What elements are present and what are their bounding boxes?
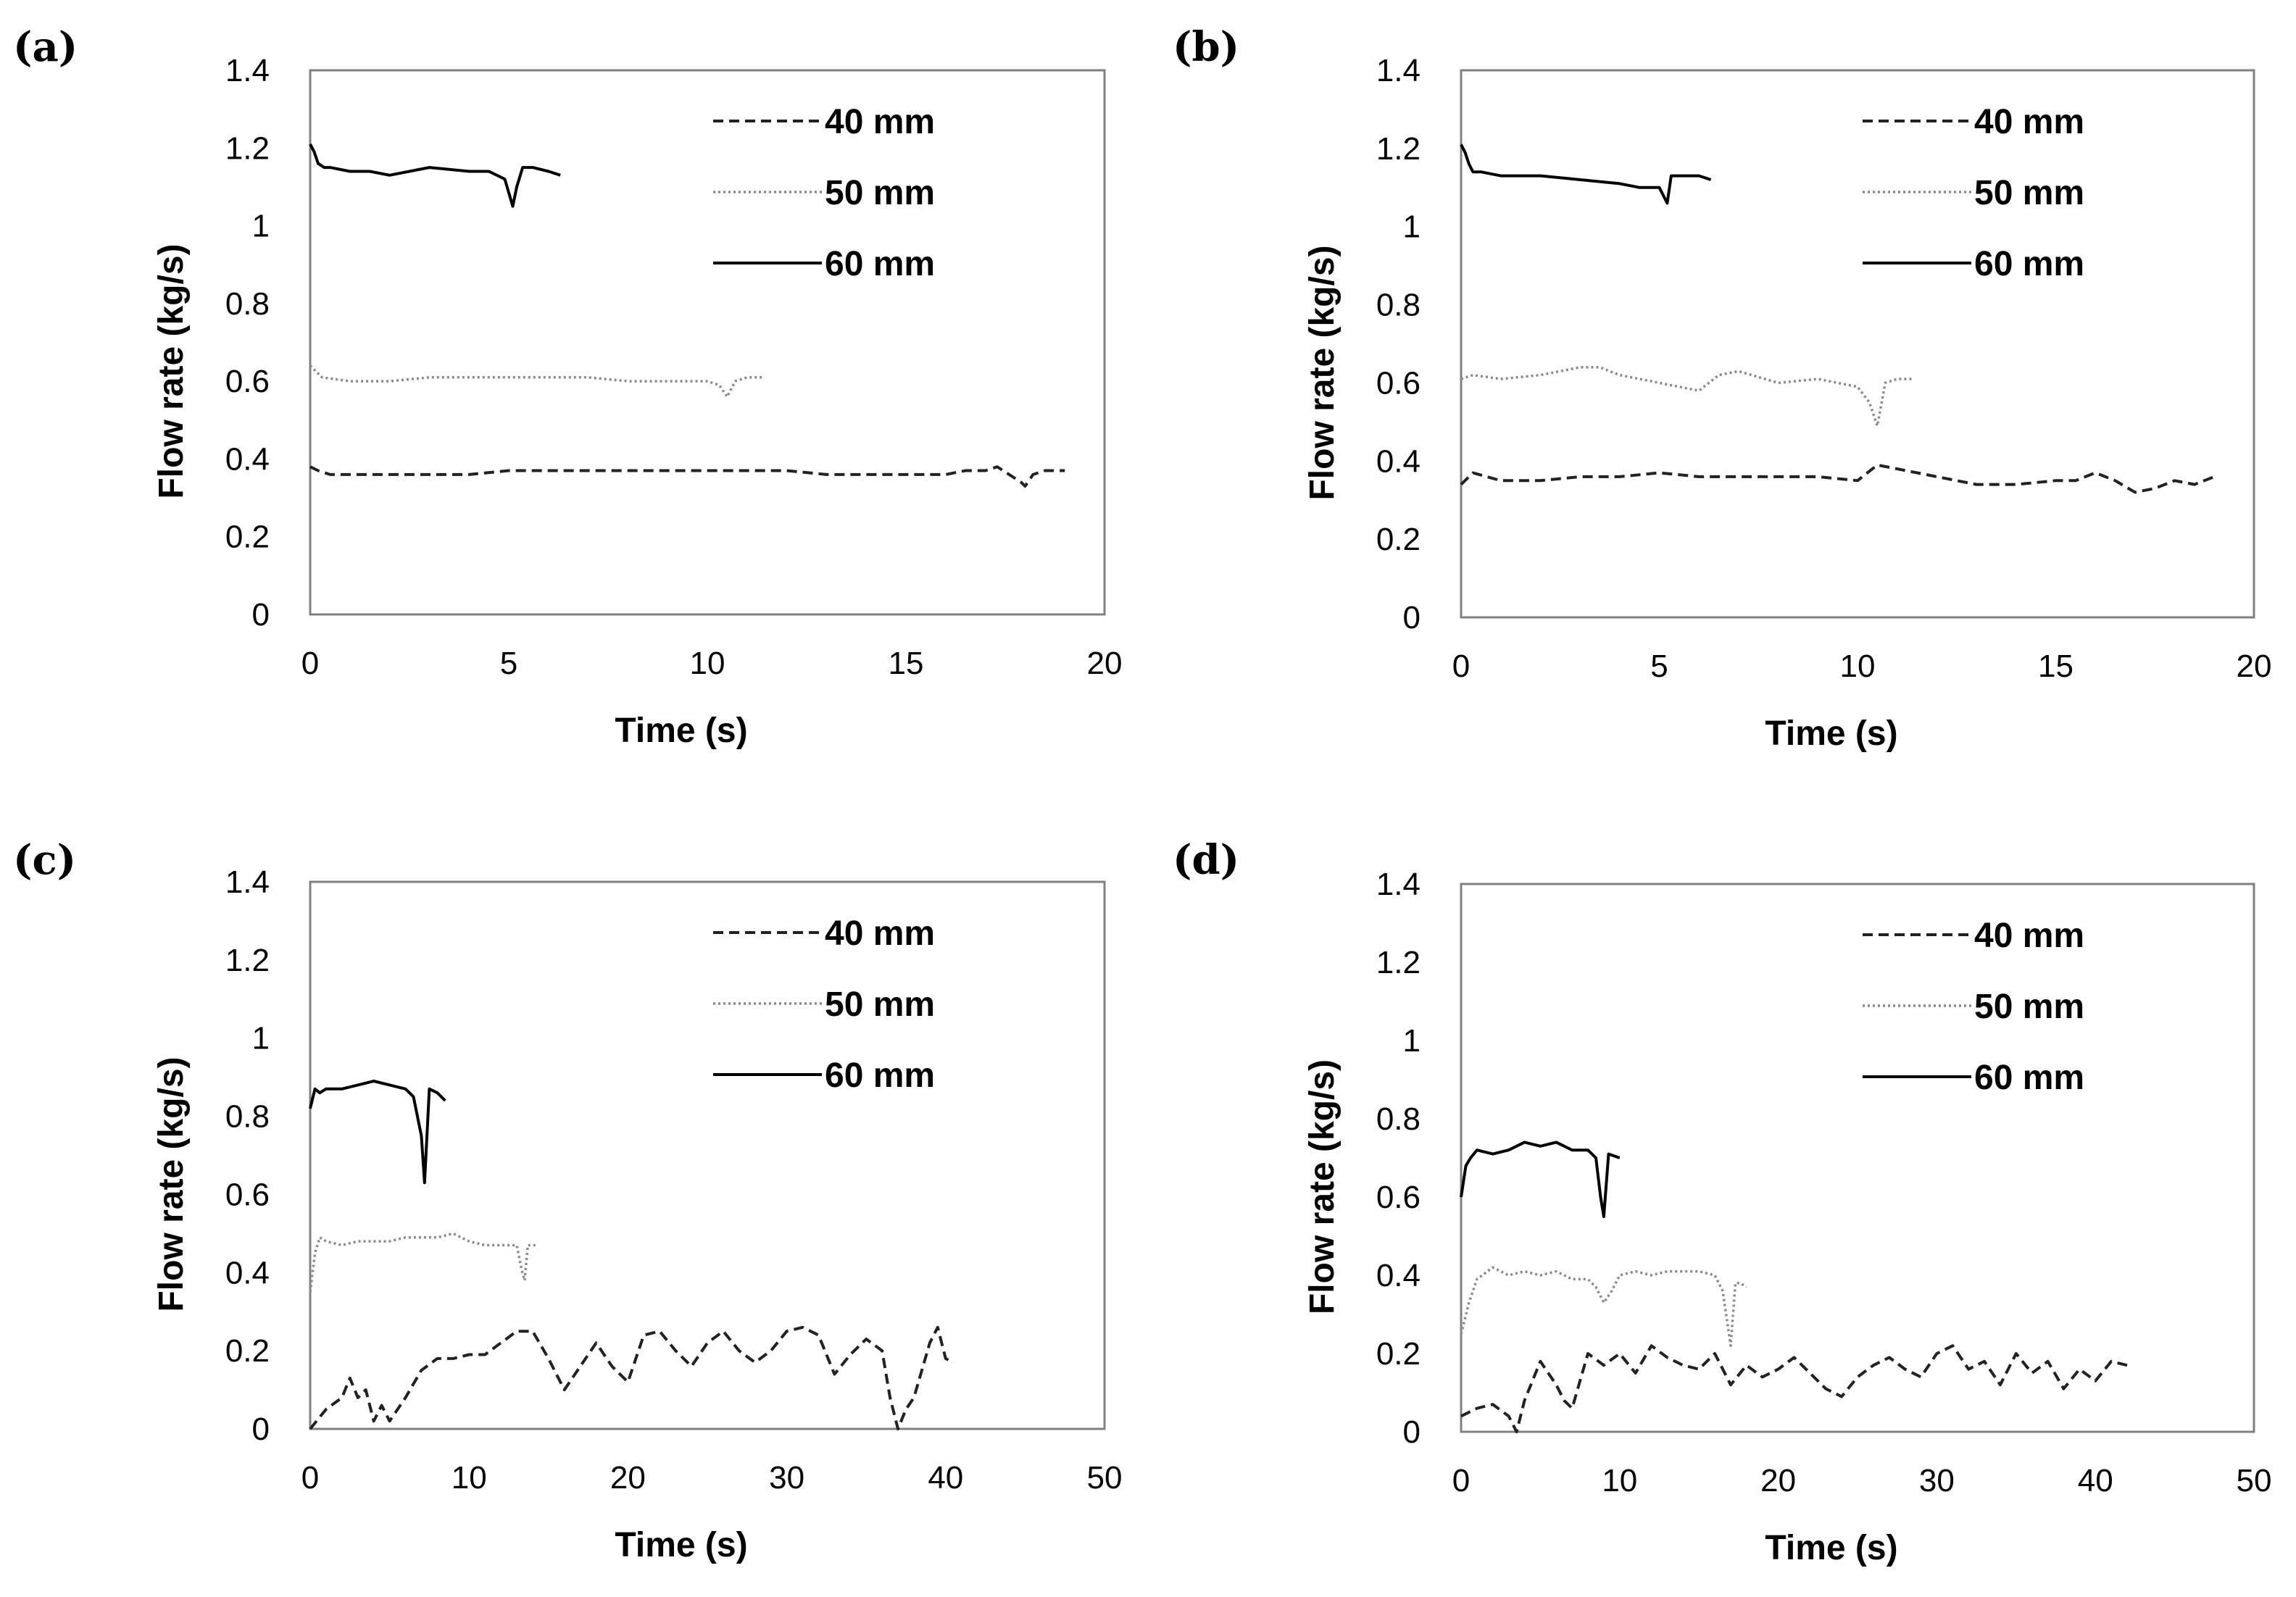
chart-panel-c: (c) 0 0.2 0.4 0.6 0.8 1 1.2 1.4 0 10 20 30 40 50 Time (…: [13, 836, 1122, 1564]
y-tick-label: 0.6: [225, 1177, 270, 1212]
x-tick-label: 20: [2237, 649, 2272, 684]
y-axis-title: Flow rate (kg/s): [1303, 245, 1342, 500]
y-tick-label: 0.2: [225, 520, 270, 555]
plot-frame: [1460, 69, 2255, 619]
y-tick-label: 0.6: [1376, 1180, 1421, 1215]
y-tick-label: 0.8: [1376, 1101, 1421, 1137]
x-tick-label: 30: [1919, 1463, 1955, 1498]
y-tick-label: 1: [252, 1021, 270, 1056]
y-tick-label: 1: [252, 209, 270, 244]
x-tick-label: 0: [1452, 649, 1470, 684]
x-axis-title: Time (s): [615, 1526, 747, 1564]
x-tick-label: 20: [1087, 646, 1123, 681]
panel-label: (b): [1173, 23, 1239, 71]
x-tick-label: 40: [2078, 1463, 2113, 1498]
x-tick-label: 30: [769, 1460, 804, 1496]
panel-label: (a): [13, 23, 78, 71]
series-line-60-mm: [1460, 1141, 1621, 1218]
series-line-60-mm: [309, 143, 561, 208]
series-line-50-mm: [1460, 1266, 1747, 1347]
panel-label: (c): [13, 836, 76, 884]
y-tick-label: 0.2: [1376, 522, 1421, 557]
y-tick-label: 0: [252, 1412, 270, 1447]
series-line-40-mm: [309, 465, 1065, 488]
x-tick-label: 15: [2038, 649, 2074, 684]
legend-label: 40 mm: [1974, 917, 2084, 955]
x-tick-label: 0: [301, 646, 319, 681]
y-tick-label: 0.4: [1376, 1258, 1421, 1293]
x-axis-title: Time (s): [1765, 1529, 1897, 1567]
legend-label: 50 mm: [825, 985, 935, 1024]
x-tick-label: 5: [1650, 649, 1668, 684]
y-tick-label: 0: [1403, 600, 1421, 635]
legend-label: 60 mm: [1974, 245, 2084, 283]
series-line-60-mm: [309, 1080, 446, 1185]
y-tick-label: 1.4: [1376, 867, 1421, 902]
chart-panel-b: (b) 0 0.2 0.4 0.6 0.8 1 1.2 1.4 0 5 10 15 20 Time (s) F…: [1173, 23, 2271, 753]
x-tick-label: 15: [889, 646, 924, 681]
y-tick-label: 1.4: [1376, 53, 1421, 88]
series-line-50-mm: [1460, 366, 1913, 428]
legend-label: 60 mm: [1974, 1059, 2084, 1097]
y-tick-label: 0.6: [1376, 365, 1421, 401]
panel-label: (d): [1173, 836, 1239, 884]
y-tick-label: 1: [1403, 1023, 1421, 1059]
y-tick-label: 1.2: [225, 943, 270, 978]
series-line-50-mm: [309, 1232, 538, 1293]
y-axis-title: Flow rate (kg/s): [152, 1056, 191, 1312]
x-tick-label: 40: [928, 1460, 963, 1496]
legend-label: 50 mm: [1974, 174, 2084, 212]
plot-frame: [309, 69, 1106, 616]
x-tick-label: 10: [1602, 1463, 1637, 1498]
x-tick-label: 10: [690, 646, 725, 681]
y-tick-label: 0.8: [225, 1099, 270, 1135]
legend-label: 50 mm: [1974, 988, 2084, 1026]
x-tick-label: 0: [301, 1460, 319, 1496]
chart-panel-a: (a) 0 0.2 0.4 0.6 0.8 1 1.2 1.4 0 5 10 15 20 Time (s) F…: [13, 23, 1122, 750]
series-line-60-mm: [1460, 143, 1712, 205]
x-tick-label: 20: [1760, 1463, 1796, 1498]
series-line-40-mm: [1460, 463, 2216, 494]
legend-label: 40 mm: [825, 914, 935, 953]
x-tick-label: 0: [1452, 1463, 1470, 1498]
y-tick-label: 1.2: [1376, 131, 1421, 167]
chart-panel-d: (d) 0 0.2 0.4 0.6 0.8 1 1.2 1.4 0 10 20 30 40 50 Time (…: [1173, 836, 2271, 1567]
y-tick-label: 0.4: [1376, 443, 1421, 479]
y-tick-label: 0.4: [225, 1255, 270, 1290]
y-tick-label: 1: [1403, 209, 1421, 245]
series-line-50-mm: [309, 364, 763, 399]
x-tick-label: 10: [452, 1460, 487, 1496]
y-tick-label: 0.6: [225, 364, 270, 399]
y-tick-label: 1.2: [1376, 945, 1421, 980]
x-tick-label: 50: [2237, 1463, 2272, 1498]
plot-frame: [1460, 883, 2255, 1433]
x-axis-title: Time (s): [615, 712, 747, 750]
legend-label: 60 mm: [825, 245, 935, 283]
x-tick-label: 20: [610, 1460, 646, 1496]
y-tick-label: 1.2: [225, 130, 270, 166]
y-tick-label: 0.8: [225, 286, 270, 322]
plot-frame: [309, 880, 1106, 1430]
y-axis-title: Flow rate (kg/s): [152, 243, 191, 499]
y-tick-label: 0.8: [1376, 288, 1421, 323]
y-axis-title: Flow rate (kg/s): [1303, 1059, 1342, 1314]
series-line-40-mm: [1460, 1344, 2128, 1433]
legend-label: 60 mm: [825, 1056, 935, 1095]
y-tick-label: 0.2: [1376, 1336, 1421, 1372]
legend-label: 40 mm: [825, 103, 935, 141]
x-tick-label: 5: [500, 646, 517, 681]
y-tick-label: 0: [252, 597, 270, 633]
y-tick-label: 0.4: [225, 441, 270, 477]
x-tick-label: 10: [1840, 649, 1876, 684]
x-axis-title: Time (s): [1765, 714, 1897, 753]
series-line-40-mm: [309, 1325, 954, 1430]
y-tick-label: 0: [1403, 1414, 1421, 1450]
x-tick-label: 50: [1087, 1460, 1123, 1496]
y-tick-label: 1.4: [225, 53, 270, 88]
y-tick-label: 1.4: [225, 864, 270, 900]
legend-label: 50 mm: [825, 174, 935, 212]
y-tick-label: 0.2: [225, 1333, 270, 1369]
legend-label: 40 mm: [1974, 103, 2084, 141]
